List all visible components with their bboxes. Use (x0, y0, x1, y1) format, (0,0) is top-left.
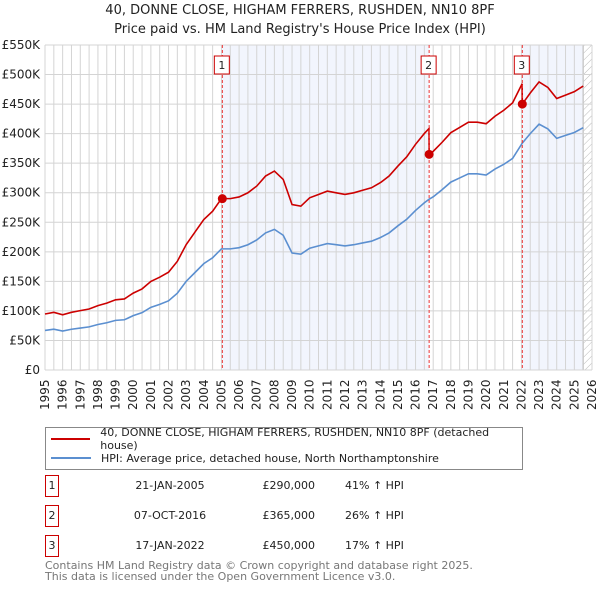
sale-number-badge: 1 (45, 475, 59, 497)
y-tick-label: £0 (25, 363, 40, 377)
x-tick-label: 2024 (550, 379, 564, 410)
x-tick-label: 2004 (197, 379, 211, 410)
x-tick-label: 2021 (497, 379, 511, 410)
shaded-region (522, 45, 584, 370)
legend-swatch-hpi (51, 457, 91, 459)
sale-number-badge: 3 (45, 535, 59, 557)
sale-point (217, 194, 227, 204)
sale-price: £290,000 (262, 479, 316, 492)
chart-title: 40, DONNE CLOSE, HIGHAM FERRERS, RUSHDEN… (105, 3, 495, 18)
x-tick-label: 2018 (444, 379, 458, 410)
sale-marker-label: 1 (218, 59, 225, 72)
x-tick-label: 2003 (179, 379, 193, 410)
x-tick-label: 1995 (38, 379, 52, 410)
sale-date: 21-JAN-2005 (135, 479, 205, 492)
sale-row: 3 17-JAN-2022 £450,000 17% ↑ HPI (45, 535, 465, 557)
sale-point (424, 149, 434, 159)
sale-marker-badge (420, 55, 437, 75)
footer-licence: This data is licensed under the Open Gov… (45, 570, 396, 583)
sale-price: £365,000 (262, 509, 316, 522)
y-tick-label: £200K (2, 245, 42, 259)
x-tick-label: 2019 (461, 379, 475, 410)
sale-hpi-diff: 26% ↑ HPI (345, 509, 404, 522)
y-tick-label: £250K (2, 215, 42, 229)
sale-hpi-diff: 41% ↑ HPI (345, 479, 404, 492)
sale-date: 17-JAN-2022 (135, 539, 205, 552)
footer-copyright: Contains HM Land Registry data © Crown c… (45, 559, 473, 572)
legend-swatch-property (51, 438, 91, 440)
footer: Contains HM Land Registry data © Crown c… (45, 560, 473, 582)
sale-price: £450,000 (262, 539, 316, 552)
chart-subtitle: Price paid vs. HM Land Registry's House … (114, 22, 486, 37)
y-tick-label: £50K (9, 333, 41, 347)
x-tick-label: 2009 (285, 379, 299, 410)
x-tick-label: 2005 (214, 379, 228, 410)
hpi-line (44, 123, 584, 332)
y-tick-label: £100K (2, 304, 42, 318)
sale-row: 1 21-JAN-2005 £290,000 41% ↑ HPI (45, 475, 465, 497)
y-tick-label: £400K (2, 127, 42, 141)
x-tick-label: 2026 (585, 379, 599, 410)
x-tick-label: 2020 (479, 379, 493, 410)
y-tick-label: £550K (2, 38, 42, 52)
price-chart: 1 2 3 £0 £50K £100K £150K £200K £250K £300K £350K £… (2, 38, 599, 410)
sale-marker-label: 2 (425, 59, 432, 72)
x-tick-label: 2015 (391, 379, 405, 410)
x-tick-label: 2002 (162, 379, 176, 410)
y-tick-label: £150K (2, 274, 42, 288)
chart-legend: 40, DONNE CLOSE, HIGHAM FERRERS, RUSHDEN… (45, 426, 523, 470)
y-tick-label: £300K (2, 186, 42, 200)
x-tick-label: 2022 (514, 379, 528, 410)
sale-marker-badge (513, 55, 530, 75)
x-tick-label: 2012 (338, 379, 352, 410)
forecast-hatch (583, 45, 592, 370)
x-tick-label: 2008 (267, 379, 281, 410)
x-tick-label: 2000 (126, 379, 140, 410)
x-tick-label: 2025 (567, 379, 581, 410)
property-price-line (44, 80, 584, 316)
sale-hpi-diff: 17% ↑ HPI (345, 539, 404, 552)
x-tick-label: 2011 (320, 379, 334, 410)
x-tick-label: 2006 (232, 379, 246, 410)
x-tick-label: 1997 (73, 379, 87, 410)
x-tick-label: 2007 (250, 379, 264, 410)
x-tick-label: 2001 (144, 379, 158, 410)
sale-marker-badge (213, 55, 230, 75)
x-tick-label: 2013 (356, 379, 370, 410)
x-tick-label: 2017 (426, 379, 440, 410)
sale-row: 2 07-OCT-2016 £365,000 26% ↑ HPI (45, 505, 465, 527)
x-tick-label: 2023 (532, 379, 546, 410)
legend-label-hpi: HPI: Average price, detached house, Nort… (101, 451, 439, 465)
legend-label-property: 40, DONNE CLOSE, HIGHAM FERRERS, RUSHDEN… (100, 426, 490, 452)
y-tick-label: £500K (2, 68, 42, 82)
sale-number-badge: 2 (45, 505, 59, 527)
y-tick-label: £350K (2, 156, 42, 170)
x-tick-label: 2010 (303, 379, 317, 410)
sale-marker-label: 3 (518, 59, 525, 72)
x-tick-label: 2016 (409, 379, 423, 410)
x-tick-label: 1998 (91, 379, 105, 410)
sale-date: 07-OCT-2016 (133, 509, 207, 522)
y-tick-label: £450K (2, 97, 42, 111)
x-tick-label: 2014 (373, 379, 387, 410)
x-tick-label: 1996 (56, 379, 70, 410)
sale-point (517, 99, 527, 109)
x-tick-label: 1999 (109, 379, 123, 410)
